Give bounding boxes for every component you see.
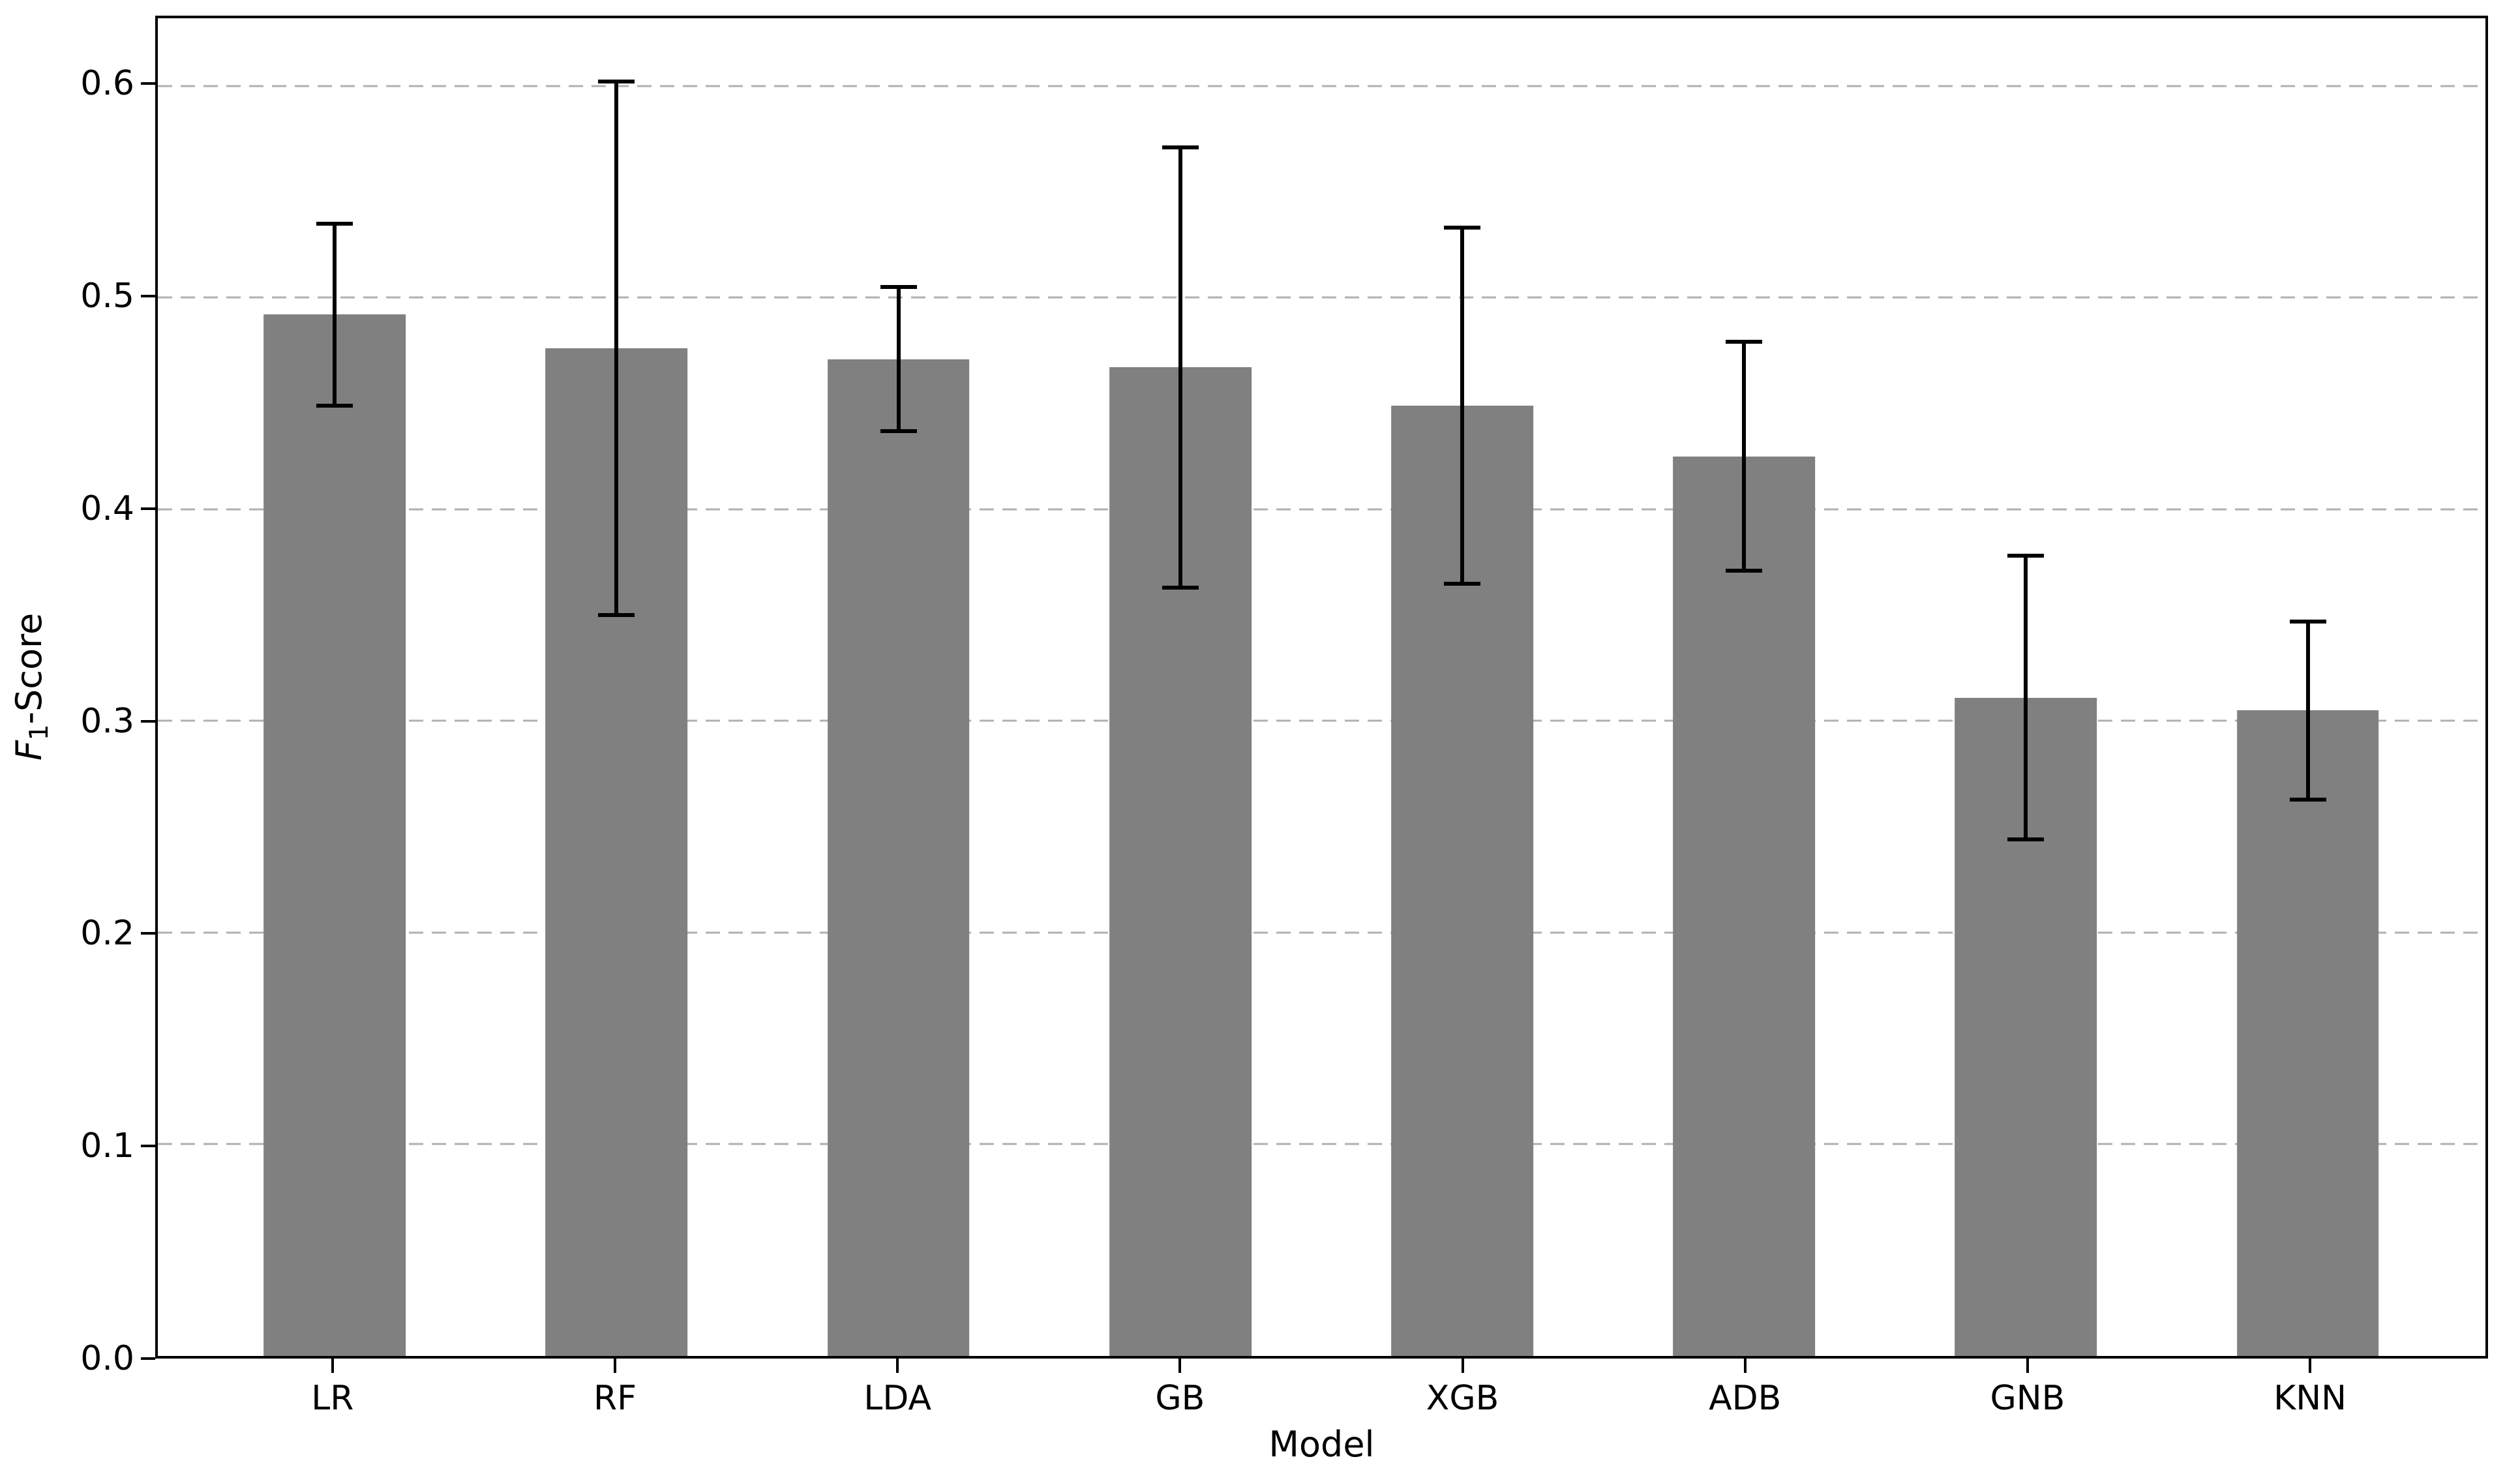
y-tick-mark-0.6 — [141, 82, 155, 85]
y-tick-mark-0.4 — [141, 507, 155, 510]
error-bar-LDA — [880, 284, 917, 434]
y-tick-mark-0.0 — [141, 1357, 155, 1360]
x-tick-label-KNN: KNN — [2273, 1379, 2347, 1418]
error-bar-line — [896, 284, 901, 434]
error-bar-cap-top — [2007, 554, 2045, 558]
y-tick-label-0.3: 0.3 — [80, 701, 134, 741]
x-tick-mark-ADB — [1743, 1359, 1747, 1373]
error-bar-line — [1178, 145, 1182, 590]
error-bar-GNB — [2007, 554, 2045, 842]
error-bar-ADB — [1726, 340, 1763, 573]
error-bar-line — [1742, 340, 1747, 573]
y-tick-label-0.5: 0.5 — [80, 277, 134, 316]
error-bar-cap-bottom — [1444, 581, 1481, 586]
error-bar-cap-bottom — [1162, 586, 1199, 590]
bar-ADB — [1673, 456, 1816, 1356]
y-tick-label-0.6: 0.6 — [80, 64, 134, 104]
bar-KNN — [2236, 710, 2379, 1356]
bar-LR — [263, 314, 406, 1356]
y-label-subscript: 1 — [24, 724, 54, 741]
error-bar-cap-bottom — [316, 404, 353, 408]
error-bar-cap-bottom — [1726, 569, 1763, 573]
error-bar-line — [1460, 226, 1465, 586]
error-bar-cap-bottom — [2289, 797, 2326, 802]
error-bar-line — [2305, 619, 2310, 802]
error-bar-KNN — [2289, 619, 2326, 802]
x-tick-label-GNB: GNB — [1990, 1379, 2065, 1418]
error-bar-cap-bottom — [2007, 837, 2045, 842]
x-axis-label: Model — [1268, 1424, 1375, 1465]
error-bar-cap-top — [598, 80, 635, 84]
error-bar-cap-top — [1162, 145, 1199, 149]
error-bar-XGB — [1444, 226, 1481, 586]
error-bar-cap-top — [316, 221, 353, 226]
error-bar-line — [333, 221, 337, 408]
y-axis-label: F1-Score — [8, 612, 54, 761]
error-bar-cap-top — [2289, 619, 2326, 624]
y-label-italic-f: F — [8, 740, 50, 761]
y-tick-mark-0.1 — [141, 1145, 155, 1148]
gridline-0.2 — [158, 931, 2485, 934]
error-bar-RF — [598, 80, 635, 618]
error-bar-cap-bottom — [598, 613, 635, 618]
error-bar-LR — [316, 221, 353, 408]
error-bar-cap-top — [1444, 226, 1481, 230]
y-tick-label-0.1: 0.1 — [80, 1126, 134, 1166]
error-bar-cap-top — [1726, 340, 1763, 344]
x-tick-mark-XGB — [1461, 1359, 1464, 1373]
error-bar-line — [2024, 554, 2028, 842]
error-bar-cap-top — [880, 284, 917, 289]
gridline-0.6 — [158, 85, 2485, 87]
x-tick-label-XGB: XGB — [1426, 1379, 1499, 1418]
gridline-0.4 — [158, 508, 2485, 511]
x-tick-mark-KNN — [2309, 1359, 2312, 1373]
x-tick-label-ADB: ADB — [1709, 1379, 1782, 1418]
y-tick-mark-0.5 — [141, 295, 155, 298]
y-tick-label-0.0: 0.0 — [80, 1339, 134, 1378]
x-tick-mark-RF — [614, 1359, 617, 1373]
x-tick-mark-LR — [331, 1359, 334, 1373]
gridline-0.1 — [158, 1143, 2485, 1145]
plot-area — [155, 16, 2488, 1359]
error-bar-GB — [1162, 145, 1199, 590]
x-tick-label-RF: RF — [593, 1379, 637, 1418]
x-tick-label-GB: GB — [1155, 1379, 1205, 1418]
error-bar-cap-bottom — [880, 429, 917, 434]
bar-LDA — [827, 359, 970, 1356]
x-tick-mark-LDA — [896, 1359, 899, 1373]
y-tick-label-0.2: 0.2 — [80, 914, 134, 954]
y-tick-label-0.4: 0.4 — [80, 489, 134, 528]
gridline-0.5 — [158, 296, 2485, 299]
x-tick-label-LR: LR — [311, 1379, 354, 1418]
error-bar-line — [614, 80, 619, 618]
gridline-0.3 — [158, 719, 2485, 722]
x-tick-mark-GNB — [2026, 1359, 2029, 1373]
y-tick-mark-0.2 — [141, 932, 155, 935]
y-tick-mark-0.3 — [141, 719, 155, 723]
x-tick-label-LDA: LDA — [863, 1379, 932, 1418]
x-tick-mark-GB — [1178, 1359, 1182, 1373]
